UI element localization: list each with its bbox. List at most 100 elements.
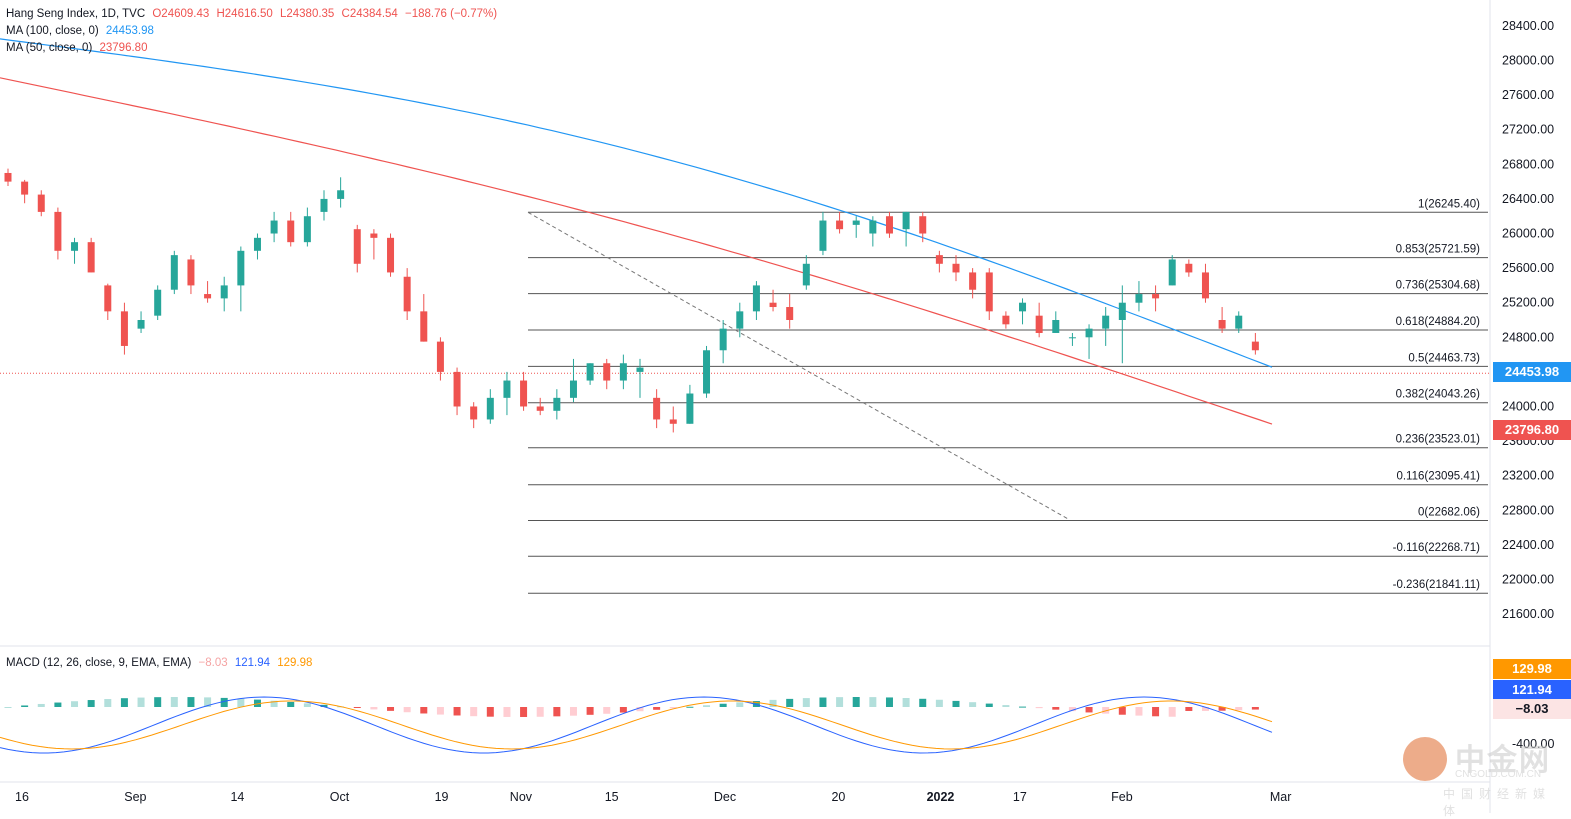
macd-hist-bar [986, 704, 993, 707]
macd-hist-bar [487, 707, 494, 717]
candle-body [104, 285, 111, 311]
candle-body [1235, 316, 1242, 329]
macd-hist-bar [570, 707, 577, 716]
ma50-path [0, 78, 1272, 424]
macd-hist-bar [121, 698, 128, 707]
macd-hist-bar [5, 707, 12, 708]
y-tick-label: 22000.00 [1502, 572, 1554, 586]
candle-body [969, 272, 976, 289]
y-tick-label: 22800.00 [1502, 503, 1554, 517]
price-axis: 21600.0022000.0022400.0022800.0023200.00… [1502, 19, 1554, 751]
macd-hist-bar [736, 702, 743, 707]
watermark: 中金网 CNGOLD.COM.CN 中国财经新媒体 [1403, 735, 1553, 805]
symbol-label: Hang Seng Index, 1D, TVC [6, 8, 145, 20]
macd-hist-bar [969, 702, 976, 707]
candle-body [1002, 316, 1009, 325]
macd-hist-bar [154, 697, 161, 707]
candle-body [1185, 264, 1192, 273]
macd-hist-bar [953, 701, 960, 707]
candle-body [1169, 259, 1176, 285]
macd-hist-bar [71, 701, 78, 707]
candle-body [304, 216, 311, 242]
fib-level-label: 0.116(23095.41) [1396, 471, 1480, 483]
candle-body [1202, 272, 1209, 298]
y-tick-label: 26800.00 [1502, 157, 1554, 171]
macd-hist-bar [1152, 707, 1159, 716]
fib-level-label: 0.853(25721.59) [1396, 244, 1481, 256]
grid [0, 0, 1490, 813]
legend-ma50: MA (50, close, 0) 23796.80 [6, 40, 147, 56]
macd-hist-value: −8.03 [199, 657, 228, 669]
candle-body [88, 242, 95, 272]
fib-level-label: 0.5(24463.73) [1408, 352, 1480, 364]
candle-body [537, 406, 544, 410]
brand-domain: CNGOLD.COM.CN [1455, 769, 1541, 780]
candle-body [154, 290, 161, 316]
y-tick-label: 26000.00 [1502, 227, 1554, 241]
signal-tag: 129.98 [1493, 659, 1571, 679]
macd-hist-bar [537, 707, 544, 717]
y-tick-label: 28400.00 [1502, 19, 1554, 33]
candle-body [404, 277, 411, 312]
candle-body [254, 238, 261, 251]
fib-level-label: -0.116(22268.71) [1393, 542, 1481, 554]
candle-body [54, 212, 61, 251]
candle-body [1036, 316, 1043, 333]
candle-body [38, 195, 45, 212]
candle-body [620, 363, 627, 380]
candle-body [869, 221, 876, 234]
macd-line-value: 121.94 [235, 657, 270, 669]
macd-hist-bar [1036, 707, 1043, 708]
ma100-line [0, 39, 1272, 367]
candle-body [1052, 320, 1059, 333]
macd-hist-bar [1235, 707, 1242, 710]
candle-body [686, 394, 693, 424]
macd-hist-bar [88, 700, 95, 707]
macd-hist-bar [1169, 707, 1176, 717]
candle-body [819, 221, 826, 251]
macd-hist-bar [836, 697, 843, 707]
macd-hist-bar [553, 707, 560, 716]
macd-hist-bar [38, 704, 45, 707]
candles [5, 169, 1259, 433]
candle-body [919, 216, 926, 233]
high-value: H24616.50 [216, 8, 272, 20]
brand-logo-icon [1403, 737, 1447, 781]
macd-hist-bar [819, 697, 826, 707]
candle-body [337, 190, 344, 199]
ma50-price-tag: 23796.80 [1493, 420, 1571, 440]
y-tick-label: 27200.00 [1502, 123, 1554, 137]
candle-body [770, 303, 777, 307]
y-tick-label: 25600.00 [1502, 261, 1554, 275]
macd-hist-bar [104, 699, 111, 707]
y-tick-label: 26400.00 [1502, 192, 1554, 206]
candle-body [803, 264, 810, 286]
candle-body [886, 216, 893, 233]
macd-hist-bar [1252, 707, 1259, 710]
macd-hist-bar [653, 707, 660, 710]
x-tick-label: Sep [124, 790, 146, 804]
fib-level-label: 0.236(23523.01) [1396, 434, 1481, 446]
candle-body [21, 182, 28, 195]
macd-label: MACD (12, 26, close, 9, EMA, EMA) [6, 657, 191, 669]
macd-hist-bar [187, 697, 194, 707]
macd-hist-bar [287, 702, 294, 707]
macd-hist-bar [237, 699, 244, 707]
candle-body [587, 363, 594, 380]
candle-body [1119, 303, 1126, 320]
candle-body [653, 398, 660, 420]
candle-body [853, 221, 860, 225]
candle-body [420, 311, 427, 341]
macd-hist-bar [803, 698, 810, 707]
macd-hist-bar [304, 703, 311, 707]
candle-body [670, 419, 677, 423]
macd-hist-bar [886, 697, 893, 707]
candle-body [720, 329, 727, 351]
macd-hist-bar [503, 707, 510, 717]
candle-body [703, 350, 710, 393]
macd-hist-bar [786, 699, 793, 707]
candle-body [204, 294, 211, 298]
macd-hist-bar [370, 707, 377, 709]
